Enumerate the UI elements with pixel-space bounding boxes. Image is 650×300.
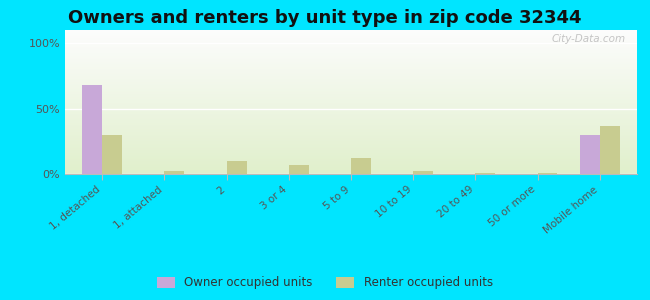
Bar	[227, 161, 246, 174]
Bar	[413, 171, 433, 174]
Bar	[475, 173, 495, 174]
Legend: Owner occupied units, Renter occupied units: Owner occupied units, Renter occupied un…	[153, 272, 497, 294]
Bar	[102, 135, 122, 174]
Bar	[289, 165, 309, 174]
Bar	[600, 126, 619, 174]
Text: Owners and renters by unit type in zip code 32344: Owners and renters by unit type in zip c…	[68, 9, 582, 27]
Bar	[351, 158, 371, 174]
Bar	[83, 85, 102, 174]
Bar	[580, 135, 600, 174]
Text: City-Data.com: City-Data.com	[551, 34, 625, 44]
Bar	[164, 171, 185, 174]
Bar	[538, 173, 558, 174]
